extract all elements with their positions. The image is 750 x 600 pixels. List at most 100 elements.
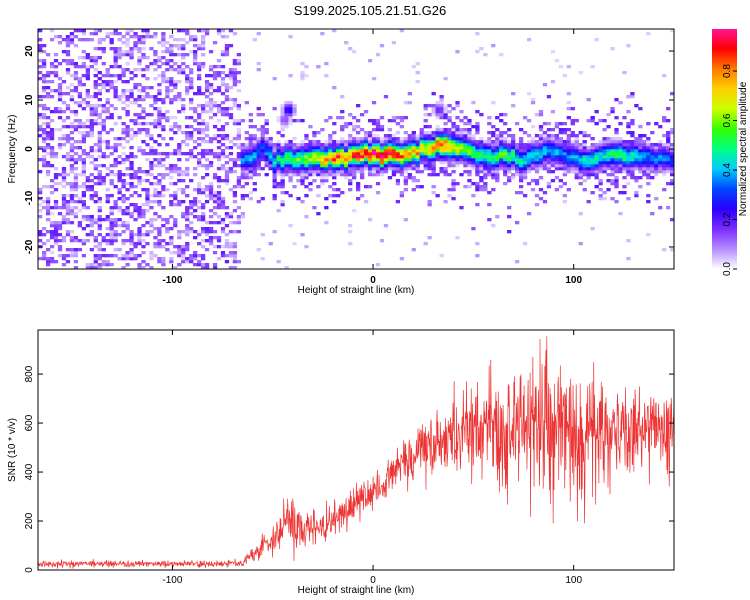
spectrogram-cell (220, 200, 226, 204)
spectrogram-cell (395, 170, 401, 174)
spectrogram-cell (53, 206, 59, 210)
spectrogram-cell (185, 248, 190, 252)
spectrogram-cell (212, 230, 218, 234)
spectrogram-cell (181, 53, 186, 57)
spectrogram-cell (276, 167, 281, 171)
spectrogram-cell (197, 128, 202, 132)
spectrogram-cell (177, 143, 182, 147)
spectrogram-cell (101, 176, 106, 180)
spectrogram-cell (276, 131, 281, 135)
spectrogram-cell (550, 134, 556, 138)
spectrogram-cell (586, 200, 591, 204)
spectrogram-cell (185, 227, 190, 231)
spectrogram-cell (264, 131, 269, 135)
spectrogram-cell (145, 209, 150, 213)
spectrogram-cell (77, 224, 83, 228)
spectrogram-cell (324, 140, 329, 144)
spectrogram-cell (193, 230, 198, 234)
spectrogram-cell (200, 38, 206, 42)
spectrogram-cell (53, 227, 59, 231)
spectrogram-cell (598, 161, 603, 165)
spectrogram-cell (49, 245, 55, 249)
spectrogram-cell (153, 182, 158, 186)
spectrogram-cell (359, 143, 365, 147)
spectrogram-cell (328, 146, 333, 150)
spectrogram-cell (85, 92, 90, 96)
spectrogram-cell (618, 101, 623, 105)
spectrogram-cell (93, 95, 98, 99)
spectrogram-cell (662, 143, 667, 147)
spectrogram-cell (113, 164, 118, 168)
spectrogram-cell (133, 245, 138, 249)
spectrogram-cell (212, 77, 218, 81)
spectrogram-cell (284, 116, 289, 120)
spectrogram-cell (105, 110, 110, 114)
spectrogram-cell (97, 71, 102, 75)
spectrogram-cell (121, 185, 126, 189)
spectrogram-cell (598, 194, 603, 198)
spectrogram-cell (232, 83, 238, 87)
spectrogram-cell (638, 167, 643, 171)
spectrogram-cell (89, 125, 94, 129)
spectrogram-cell (447, 194, 452, 198)
spectrogram-cell (451, 143, 456, 147)
spectrogram-cell (189, 77, 194, 81)
spectrogram-cell (554, 125, 560, 129)
spectrogram-cell (666, 182, 671, 186)
spectrogram-cell (200, 188, 206, 192)
spectrogram-cell (618, 164, 623, 168)
spectrogram-cell (638, 140, 643, 144)
spectrogram-cell (121, 230, 126, 234)
spectrogram-cell (177, 29, 182, 33)
spectrogram-cell (212, 206, 218, 210)
spectrogram-cell (316, 143, 321, 147)
spectrogram-cell (57, 143, 63, 147)
spectrogram-cell (240, 170, 245, 174)
spectrogram-cell (487, 152, 492, 156)
spectrogram-cell (173, 83, 178, 87)
spectrogram-cell (228, 107, 234, 111)
spectrogram-cell (562, 164, 567, 168)
spectrogram-cell (578, 71, 583, 75)
spectrogram-cell (129, 101, 134, 105)
spectrogram-cell (598, 188, 603, 192)
spectrogram-cell (566, 167, 571, 171)
spectrogram-cell (288, 110, 293, 114)
spectrogram-cell (344, 167, 349, 171)
spectrogram-cell (459, 206, 464, 210)
spectrogram-cell (216, 236, 222, 240)
spectrogram-cell (129, 35, 134, 39)
spectrogram-cell (224, 95, 230, 99)
spectrogram-cell (49, 110, 55, 114)
spectrogram-cell (121, 161, 126, 165)
spectrogram-cell (89, 215, 94, 219)
spectrogram-cell (483, 182, 488, 186)
spectrogram-cell (590, 137, 595, 141)
spectrogram-cell (316, 149, 321, 153)
spectrogram-cell (411, 188, 416, 192)
spectrogram-cell (220, 107, 226, 111)
spectrogram-cell (419, 128, 424, 132)
spectrogram-cell (518, 179, 524, 183)
colorbar-tick-label: 0.4 (722, 163, 733, 177)
spectrogram-cell (57, 110, 63, 114)
spectrogram-cell (232, 143, 238, 147)
spectrogram-cell (367, 59, 373, 63)
spectrogram-cell (220, 113, 226, 117)
spectrogram-cell (129, 212, 134, 216)
spectrogram-cell (228, 44, 234, 48)
spectrogram-cell (57, 227, 63, 231)
spectrogram-cell (646, 146, 651, 150)
spectrogram-cell (276, 260, 281, 264)
spectrogram-cell (157, 152, 162, 156)
spectrogram-cell (145, 152, 150, 156)
spectrogram-cell (197, 47, 202, 51)
spectrogram-cell (117, 50, 122, 54)
spectrogram-cell (550, 164, 556, 168)
spectrogram-cell (177, 248, 182, 252)
spectrogram-cell (340, 137, 345, 141)
spectrogram-cell (109, 179, 114, 183)
spectrogram-cell (503, 173, 508, 177)
spectrogram-cell (204, 239, 210, 243)
spectrogram-cell (455, 164, 460, 168)
